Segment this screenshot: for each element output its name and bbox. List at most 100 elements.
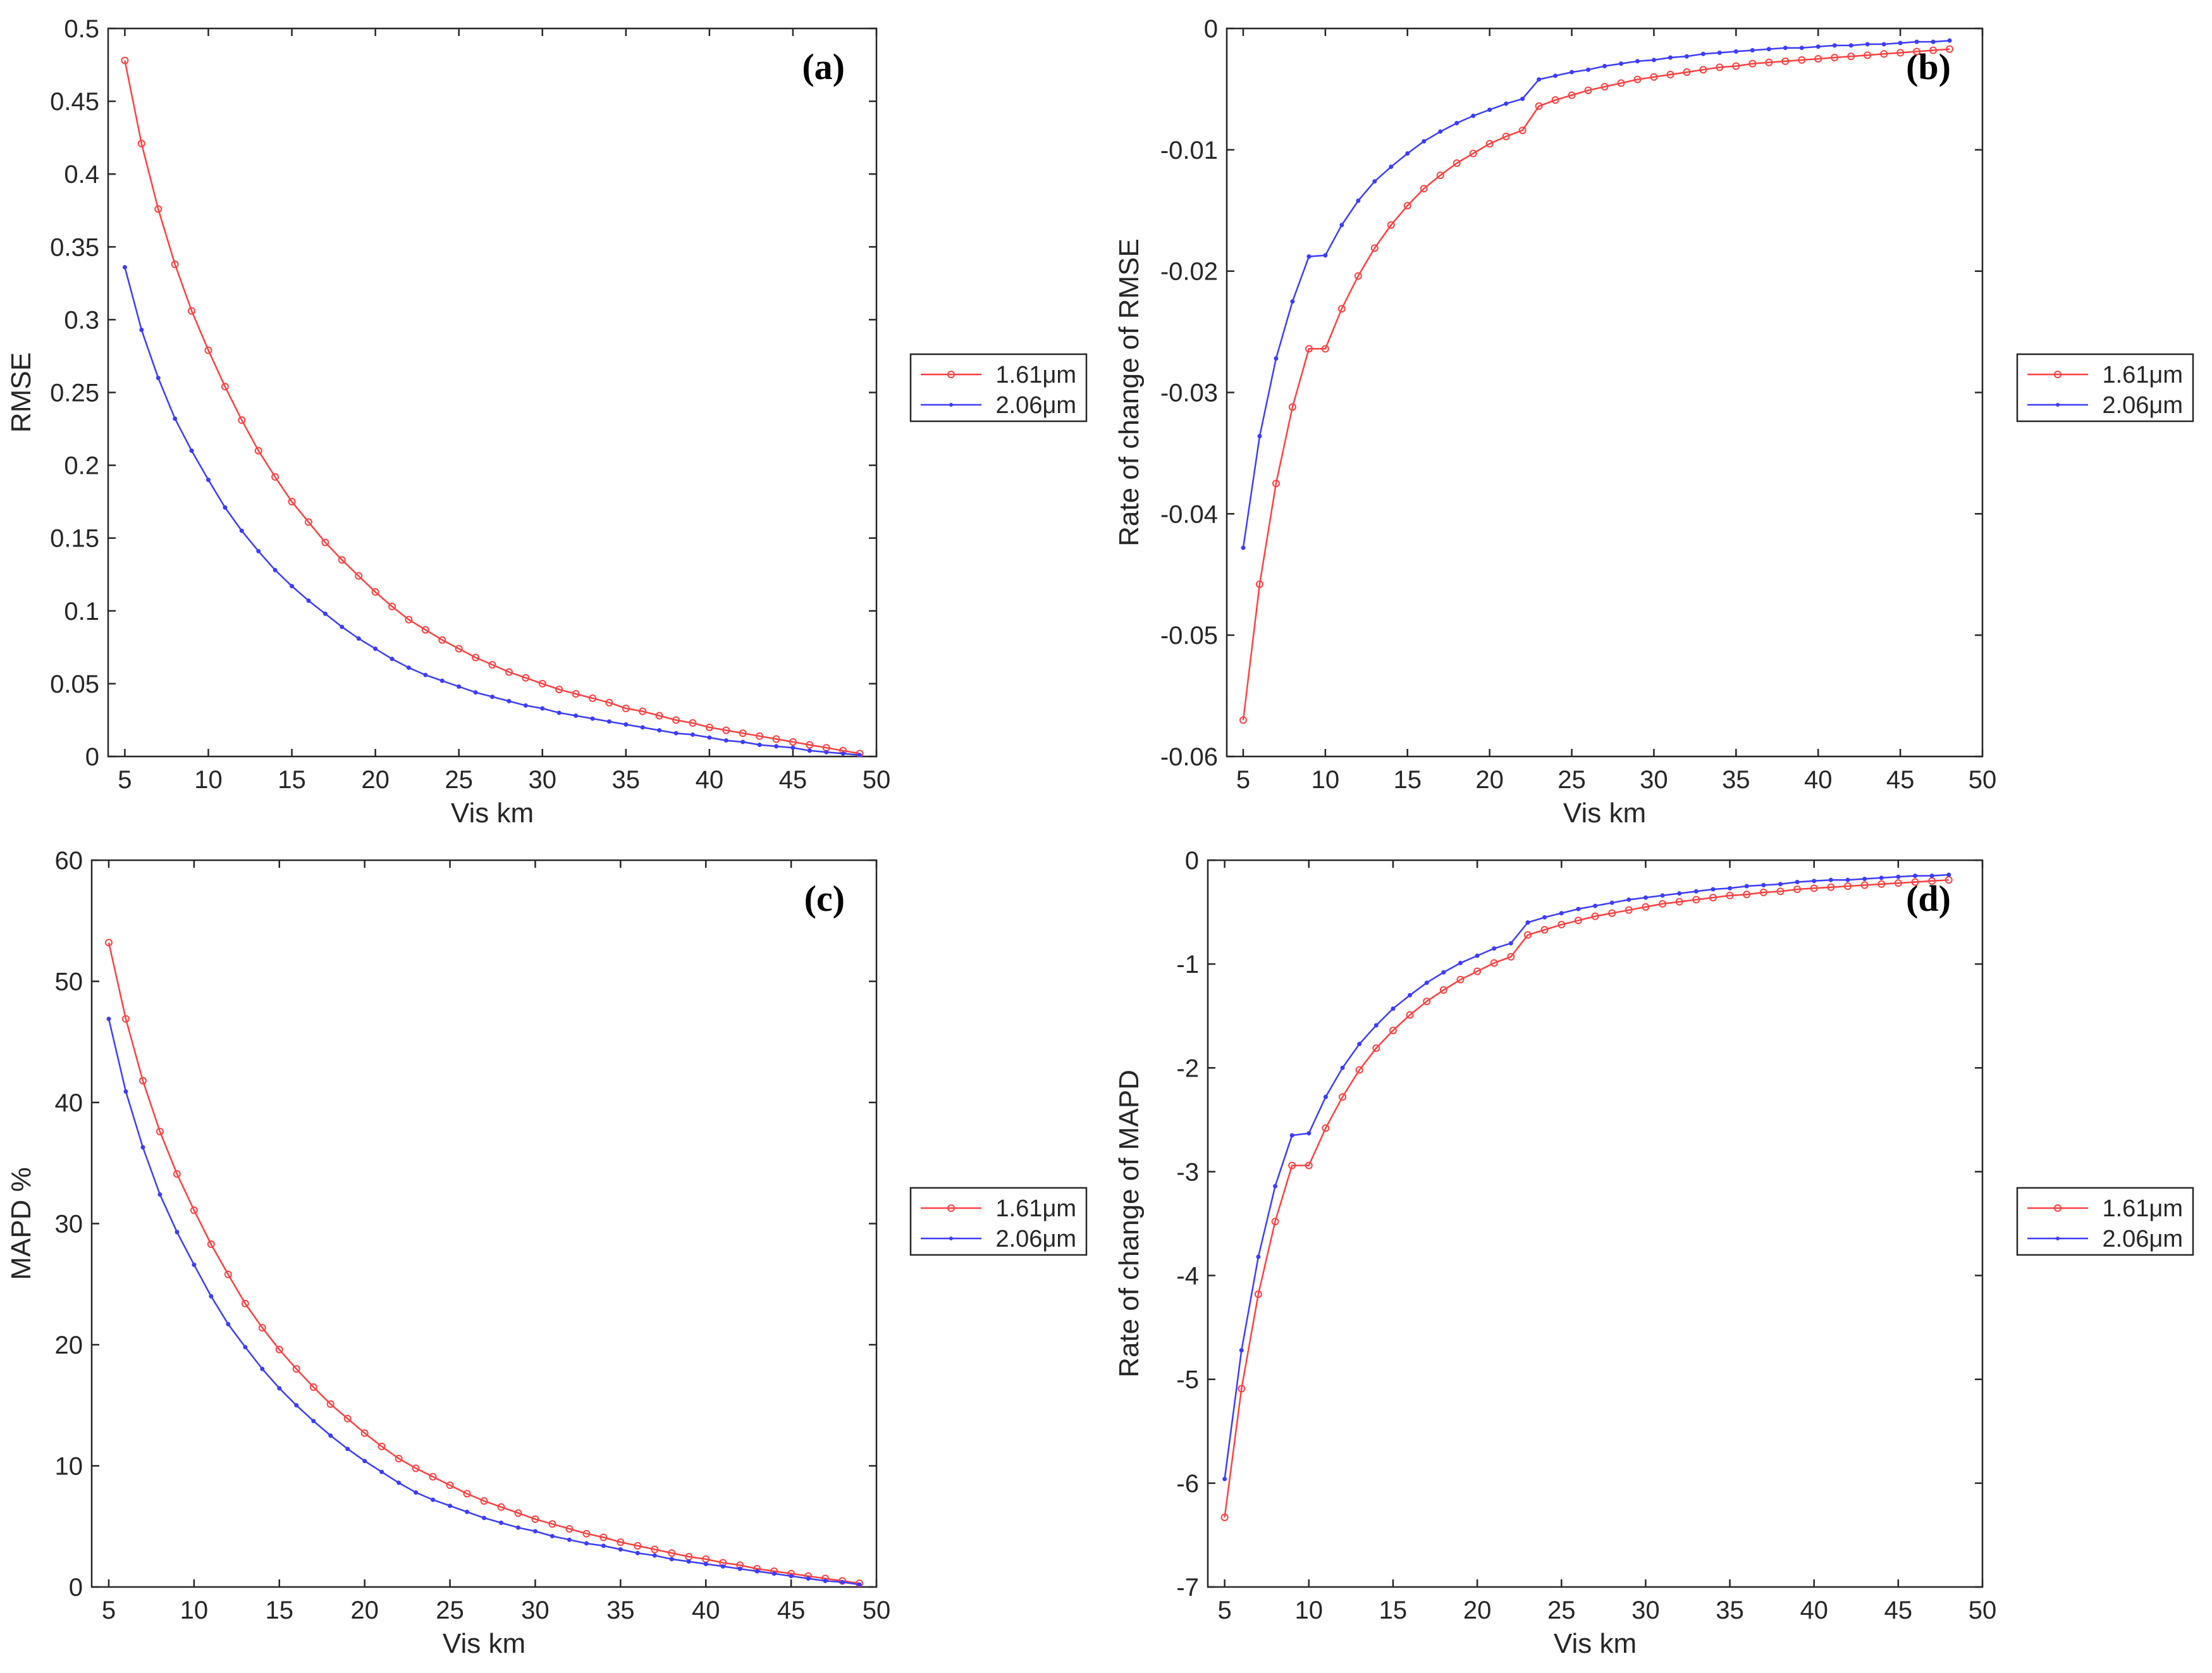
data-point-206 bbox=[1492, 946, 1497, 951]
data-point-206 bbox=[1660, 893, 1665, 898]
data-point-206 bbox=[771, 1571, 777, 1576]
data-point-206 bbox=[1471, 113, 1476, 118]
data-point-206 bbox=[556, 710, 562, 715]
data-point-206 bbox=[106, 1016, 111, 1022]
data-point-206 bbox=[703, 1562, 708, 1567]
data-point-161 bbox=[1372, 1044, 1380, 1053]
x-tick-label: 30 bbox=[521, 1596, 550, 1624]
data-point-161 bbox=[672, 716, 680, 724]
data-point-206 bbox=[1424, 980, 1429, 985]
data-point-206 bbox=[156, 375, 161, 380]
data-point-161 bbox=[1650, 73, 1658, 81]
data-point-206 bbox=[1766, 47, 1771, 52]
data-point-206 bbox=[523, 703, 528, 708]
data-point-161 bbox=[438, 636, 446, 644]
data-point-161 bbox=[1255, 580, 1263, 588]
data-point-161 bbox=[388, 602, 396, 610]
data-point-161 bbox=[1601, 83, 1609, 91]
data-point-206 bbox=[122, 265, 127, 270]
x-axis-title: Vis km bbox=[1563, 798, 1646, 829]
data-point-161 bbox=[1272, 479, 1280, 488]
legend-label: 2.06μm bbox=[995, 1226, 1076, 1252]
data-point-206 bbox=[857, 1582, 862, 1587]
data-point-206 bbox=[1761, 882, 1766, 887]
data-point-206 bbox=[1668, 55, 1673, 60]
data-point-161 bbox=[154, 205, 163, 213]
data-point-206 bbox=[256, 548, 261, 553]
data-point-161 bbox=[1814, 54, 1822, 63]
y-tick-label: -2 bbox=[1176, 1054, 1199, 1082]
data-point-206 bbox=[1799, 46, 1804, 51]
data-point-206 bbox=[1441, 970, 1446, 975]
data-point-161 bbox=[1238, 1385, 1246, 1393]
data-point-206 bbox=[1717, 50, 1722, 55]
data-point-206 bbox=[657, 728, 662, 733]
data-point-206 bbox=[1289, 1133, 1294, 1138]
data-point-161 bbox=[292, 1365, 300, 1373]
data-point-161 bbox=[1490, 959, 1498, 967]
data-point-161 bbox=[1535, 102, 1543, 110]
y-tick-label: 0.2 bbox=[64, 452, 99, 480]
data-point-206 bbox=[640, 725, 645, 730]
data-point-206 bbox=[1865, 42, 1870, 47]
data-point-161 bbox=[1716, 63, 1724, 71]
y-tick-label: 0.45 bbox=[50, 88, 99, 116]
legend-marker-sample bbox=[949, 1237, 953, 1240]
data-point-161 bbox=[582, 1529, 591, 1538]
x-tick-label: 20 bbox=[361, 766, 390, 794]
data-point-161 bbox=[488, 660, 496, 669]
data-point-161 bbox=[104, 939, 113, 947]
data-point-161 bbox=[1288, 403, 1296, 411]
series-line-161 bbox=[108, 942, 860, 1584]
series-line-206 bbox=[1242, 39, 1950, 548]
data-point-206 bbox=[356, 636, 361, 641]
y-tick-label: 0.5 bbox=[64, 15, 99, 43]
data-point-161 bbox=[1683, 68, 1691, 77]
data-point-206 bbox=[306, 598, 311, 603]
x-tick-label: 35 bbox=[606, 1596, 635, 1624]
data-point-206 bbox=[567, 1537, 572, 1542]
data-point-161 bbox=[655, 712, 663, 720]
data-point-206 bbox=[1828, 877, 1833, 882]
data-point-206 bbox=[686, 1559, 691, 1564]
data-point-161 bbox=[1880, 50, 1888, 58]
data-point-161 bbox=[1387, 221, 1395, 229]
data-point-161 bbox=[705, 723, 713, 731]
data-point-206 bbox=[540, 706, 545, 711]
data-point-206 bbox=[1454, 121, 1459, 126]
legend-marker-sample bbox=[2054, 1204, 2061, 1212]
y-axis-title: RMSE bbox=[6, 352, 37, 433]
data-point-161 bbox=[531, 1515, 539, 1523]
data-point-206 bbox=[1879, 875, 1884, 880]
data-point-161 bbox=[1617, 79, 1625, 87]
x-tick-label: 40 bbox=[1800, 1596, 1828, 1624]
data-point-206 bbox=[390, 657, 395, 662]
data-point-206 bbox=[1422, 139, 1427, 144]
x-axis-title: Vis km bbox=[443, 1628, 525, 1659]
data-point-161 bbox=[1423, 997, 1431, 1006]
data-point-161 bbox=[497, 1503, 505, 1511]
y-tick-label: -3 bbox=[1176, 1158, 1199, 1186]
data-point-161 bbox=[480, 1497, 488, 1505]
legend-marker-sample bbox=[947, 1204, 955, 1212]
y-tick-label: 0 bbox=[69, 1574, 83, 1602]
y-tick-label: -0.05 bbox=[1160, 622, 1218, 650]
x-tick-label: 45 bbox=[1884, 1596, 1913, 1624]
data-point-206 bbox=[1816, 44, 1821, 49]
x-tick-label: 5 bbox=[102, 1596, 116, 1624]
y-tick-label: 60 bbox=[55, 847, 83, 875]
x-tick-label: 40 bbox=[696, 766, 724, 794]
data-point-206 bbox=[243, 1345, 248, 1350]
data-point-161 bbox=[138, 1077, 147, 1085]
data-point-161 bbox=[1403, 202, 1411, 210]
data-point-206 bbox=[448, 1503, 453, 1509]
y-tick-label: -0.02 bbox=[1160, 258, 1218, 286]
chart-panel-a: 5 10 15 20 25 30 35 40 45 50 0 0.05 0.1 0.15 0.2 0.25 0.… bbox=[6, 15, 890, 829]
data-point-161 bbox=[1798, 56, 1806, 64]
panel-label: (a) bbox=[802, 46, 845, 87]
data-point-206 bbox=[1559, 911, 1564, 916]
data-point-161 bbox=[429, 1472, 437, 1481]
data-point-161 bbox=[1354, 272, 1362, 280]
data-point-161 bbox=[1781, 57, 1790, 65]
